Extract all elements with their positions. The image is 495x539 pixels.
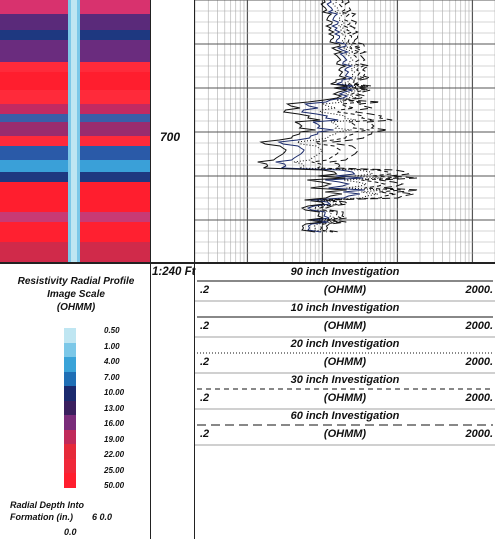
curve-unit: (OHMM): [323, 392, 367, 404]
depth-scale: 1:240 Ft: [152, 266, 196, 278]
legend-title-line-1: Resistivity Radial Profile: [17, 276, 135, 287]
curve-title: 10 inch Investigation: [290, 302, 400, 314]
curve-2: [257, 0, 348, 233]
radial-label-line-1: Radial Depth Into: [10, 500, 84, 510]
colorbar-segment: [64, 429, 76, 445]
curve-1: [275, 0, 365, 233]
colorbar-tick: 4.00: [104, 357, 120, 366]
curve-unit: (OHMM): [323, 284, 367, 296]
curve-unit: (OHMM): [323, 320, 367, 332]
colorbar-segment: [64, 357, 76, 373]
curve-min: .2: [200, 284, 210, 296]
legend-title-line-2: Image Scale: [47, 289, 105, 300]
depth-marker: 700: [160, 130, 181, 144]
curve-3: [293, 0, 383, 233]
curve-min: .2: [200, 320, 210, 332]
colorbar-tick: 13.00: [104, 403, 125, 413]
colorbar-segment: [64, 415, 76, 431]
colorbar-tick: 25.00: [104, 465, 125, 475]
log-grid: [195, 0, 495, 262]
colorbar-segment: [64, 444, 76, 460]
track-divider-left: [150, 0, 151, 539]
colorbar-segment: [64, 371, 76, 387]
curve-title: 20 inch Investigation: [290, 338, 400, 350]
curve-5: [324, 0, 419, 233]
curve-title: 90 inch Investigation: [290, 266, 400, 278]
colorbar-tick: 22.00: [104, 450, 125, 459]
legend-title-line-3: (OHMM): [56, 302, 96, 313]
curve-4: [311, 0, 401, 233]
colorbar-segment: [64, 328, 76, 344]
colorbar-tick: 10.00: [104, 388, 125, 397]
colorbar-tick: 16.00: [104, 419, 125, 428]
colorbar-segment: [64, 458, 76, 474]
resistivity-log-track: [195, 0, 495, 262]
curve-max: 2000.: [465, 320, 493, 332]
colorbar-tick: 0.50: [104, 326, 120, 335]
colorbar-segment: [64, 473, 76, 489]
radial-label-line-2: Formation (in.): [10, 512, 73, 522]
radial-max: 6 0.0: [92, 512, 113, 522]
colorbar-tick: 19.00: [104, 434, 125, 444]
curve-max: 2000.: [465, 392, 493, 404]
curve-title: 30 inch Investigation: [290, 374, 400, 386]
curve-unit: (OHMM): [323, 428, 367, 440]
colorbar-tick: 7.00: [104, 372, 120, 382]
curve-min: .2: [200, 392, 210, 404]
colorbar-segment: [64, 386, 76, 402]
resistivity-image-track: [0, 0, 150, 262]
curve-header-lines: [195, 280, 495, 446]
curve-title: 60 inch Investigation: [290, 410, 400, 422]
image-scale-colorbar: [64, 328, 76, 489]
colorbar-segment: [64, 400, 76, 416]
colorbar-segment: [64, 342, 76, 358]
track-divider-right: [194, 0, 195, 539]
resistivity-curves: [257, 0, 419, 233]
header-divider: [0, 262, 495, 264]
curve-min: .2: [200, 428, 210, 440]
curve-min: .2: [200, 356, 210, 368]
colorbar-tick: 50.00: [104, 481, 125, 490]
colorbar-tick: 1.00: [104, 341, 120, 351]
curve-unit: (OHMM): [323, 356, 367, 368]
curve-max: 2000.: [465, 284, 493, 296]
radial-min: 0.0: [64, 527, 77, 537]
curve-max: 2000.: [465, 428, 493, 440]
curve-max: 2000.: [465, 356, 493, 368]
